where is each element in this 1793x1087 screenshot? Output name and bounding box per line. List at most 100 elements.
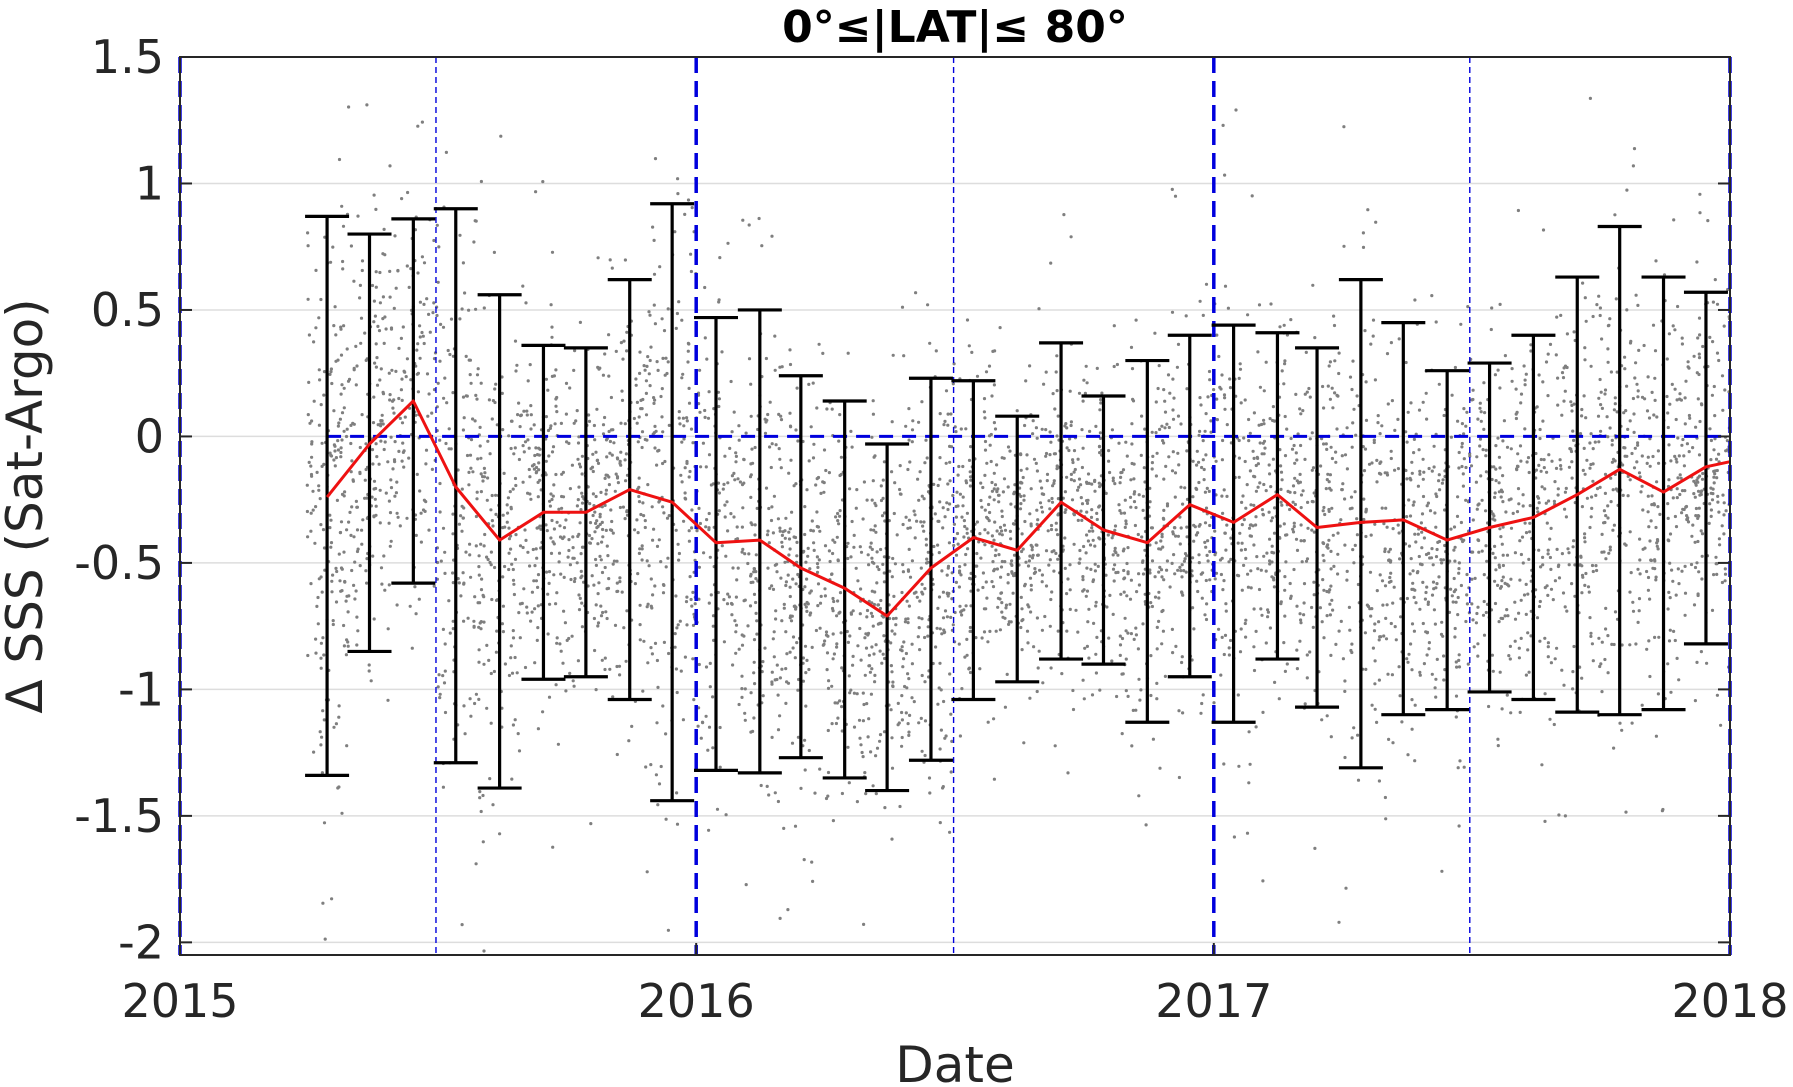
data-point [638, 547, 642, 551]
data-point [986, 720, 990, 724]
data-point [979, 481, 983, 485]
data-point [650, 652, 655, 656]
data-point [1367, 462, 1372, 466]
data-point [640, 544, 644, 548]
data-point [1581, 281, 1585, 285]
data-point [614, 349, 618, 353]
data-point [796, 439, 800, 443]
data-point [1537, 373, 1541, 377]
data-point [1710, 393, 1714, 397]
data-point [314, 651, 318, 655]
data-point [878, 739, 882, 743]
data-point [1515, 464, 1520, 468]
data-point [335, 498, 339, 502]
data-point [747, 357, 752, 361]
data-point [923, 719, 928, 723]
data-point [1492, 465, 1496, 469]
data-point [1192, 539, 1196, 543]
data-point [605, 616, 609, 621]
data-point [1161, 545, 1165, 549]
data-point [890, 766, 895, 770]
data-point [1391, 527, 1395, 531]
data-point [871, 399, 875, 403]
data-point [354, 589, 358, 593]
data-point [1461, 484, 1465, 488]
data-point [992, 421, 997, 425]
data-point [595, 519, 599, 523]
data-point [503, 662, 507, 666]
data-point [1620, 643, 1624, 647]
data-point [529, 413, 533, 417]
data-point [360, 268, 364, 273]
data-point [789, 619, 794, 623]
data-point [1122, 590, 1126, 594]
data-point [870, 547, 874, 552]
data-point [468, 697, 472, 701]
data-point [906, 722, 910, 726]
data-point [1455, 665, 1459, 669]
data-point [720, 544, 724, 548]
data-point [1048, 430, 1052, 434]
data-point [790, 741, 795, 745]
data-point [723, 515, 727, 519]
data-point [830, 684, 834, 688]
data-point [618, 673, 622, 677]
data-point [1322, 588, 1326, 592]
data-point [862, 922, 866, 927]
data-point [742, 481, 746, 485]
data-point [970, 350, 974, 354]
data-point [807, 748, 811, 753]
data-point [834, 721, 839, 726]
data-point [1239, 627, 1243, 631]
data-point [1310, 499, 1314, 504]
data-point [1411, 569, 1415, 573]
data-point [928, 341, 932, 345]
data-point [993, 483, 998, 487]
data-point [355, 505, 359, 509]
data-point [1687, 413, 1691, 418]
data-point [478, 796, 482, 800]
data-point [869, 541, 873, 545]
data-point [748, 604, 753, 608]
data-point [1118, 643, 1123, 647]
data-point [677, 416, 681, 420]
data-point [1537, 548, 1541, 552]
data-point [1094, 652, 1098, 656]
data-point [992, 498, 996, 502]
data-point [1272, 578, 1276, 582]
data-point [482, 620, 486, 624]
data-point [1241, 494, 1245, 498]
data-point [651, 593, 655, 597]
data-point [571, 546, 575, 550]
data-point [1696, 514, 1700, 518]
data-point [532, 579, 536, 583]
data-point [499, 134, 503, 138]
data-point [1259, 568, 1263, 572]
data-point [1424, 552, 1429, 557]
data-point [382, 554, 386, 558]
data-point [1324, 442, 1328, 446]
data-point [1298, 612, 1302, 616]
data-point [979, 556, 983, 560]
data-point [516, 413, 520, 417]
data-point [319, 666, 323, 670]
data-point [1563, 490, 1567, 494]
data-point [1513, 600, 1517, 604]
data-point [767, 793, 771, 797]
data-point [432, 301, 436, 305]
data-point [1537, 463, 1541, 467]
data-point [1377, 620, 1381, 624]
data-point [1522, 593, 1527, 597]
data-point [789, 458, 793, 462]
data-point [1119, 475, 1123, 479]
data-point [768, 400, 772, 404]
data-point [838, 699, 842, 703]
data-point [1417, 448, 1421, 452]
data-point [1548, 342, 1553, 346]
data-point [551, 540, 555, 544]
data-point [1638, 537, 1642, 541]
data-point [418, 489, 422, 493]
data-point [1588, 525, 1592, 530]
data-point [309, 529, 313, 533]
data-point [644, 765, 648, 769]
